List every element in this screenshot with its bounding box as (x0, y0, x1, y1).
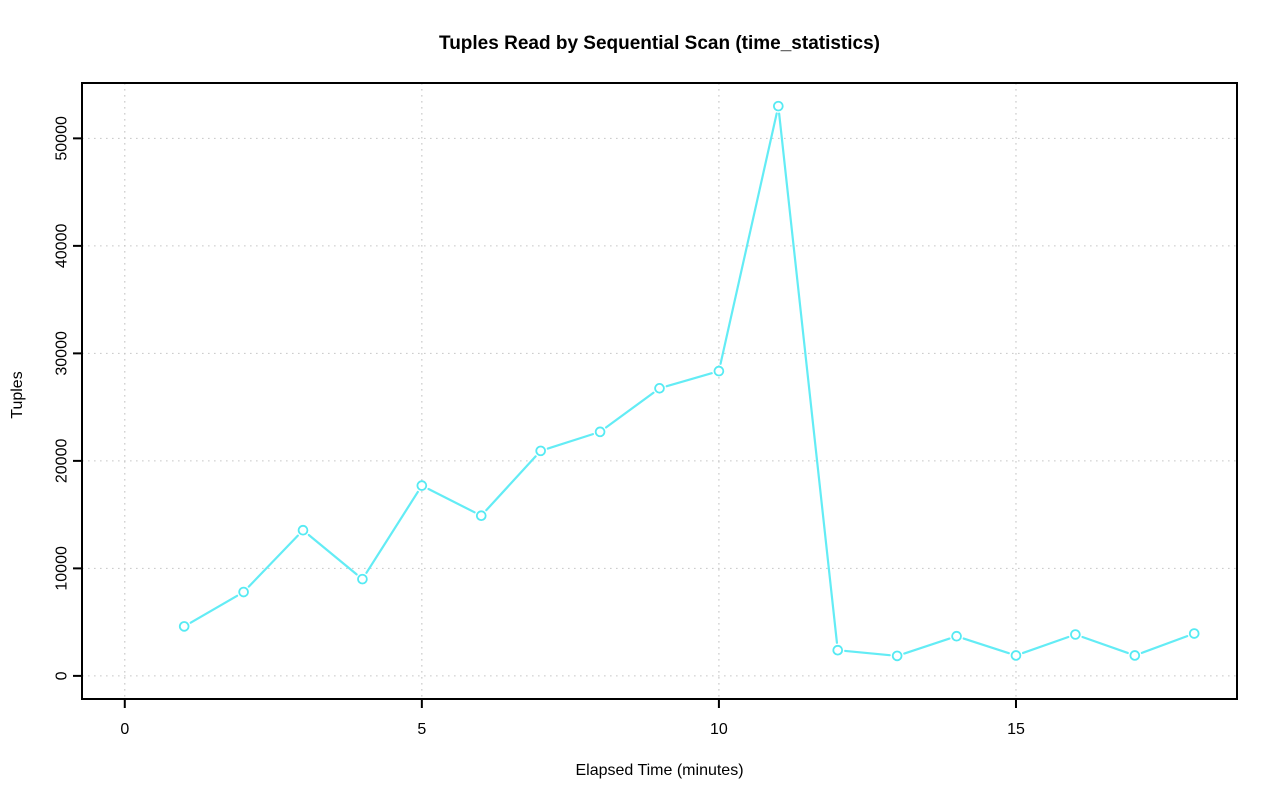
data-line-segment (962, 637, 1010, 655)
data-point (178, 621, 190, 632)
data-line-segment (307, 533, 358, 576)
data-point (1129, 650, 1141, 661)
data-point (594, 426, 606, 438)
data-line-segment (665, 372, 713, 388)
data-point (297, 524, 309, 536)
data-point (357, 573, 368, 585)
data-point (1010, 650, 1022, 661)
chart-title: Tuples Read by Sequential Scan (time_sta… (439, 33, 880, 54)
data-line-segment (605, 391, 655, 429)
data-point (832, 644, 844, 656)
x-tick-label: 15 (1007, 721, 1025, 738)
data-line-segment (719, 112, 778, 365)
y-axis-label: Tuples (9, 371, 26, 419)
plot-border (81, 82, 1238, 700)
data-point (416, 480, 428, 491)
data-point (475, 510, 487, 522)
x-tick-label: 0 (120, 721, 129, 738)
data-line-segment (1021, 635, 1070, 655)
data-line-segment (1081, 635, 1129, 655)
data-line-segment (365, 490, 419, 574)
y-tick-label: 20000 (54, 439, 71, 484)
data-line-segment (903, 637, 951, 655)
data-point (1188, 628, 1200, 639)
y-tick-label: 10000 (54, 546, 71, 591)
data-point (773, 100, 784, 112)
data-point (713, 365, 725, 377)
y-tick-label: 0 (54, 671, 71, 680)
x-tick-label: 5 (417, 721, 426, 738)
data-line-segment (189, 594, 239, 624)
data-point (1070, 629, 1081, 640)
data-line-segment (485, 455, 537, 512)
data-line-segment (427, 487, 476, 514)
data-line-segment (546, 433, 595, 450)
data-point (238, 586, 249, 598)
data-line-segment (778, 112, 839, 644)
data-point (891, 650, 903, 662)
data-point (951, 630, 962, 642)
data-point (654, 383, 665, 394)
data-point (535, 445, 546, 457)
x-axis-label: Elapsed Time (minutes) (575, 762, 744, 779)
data-line-segment (844, 649, 891, 657)
x-tick-label: 10 (710, 721, 728, 738)
data-line-segment (247, 534, 299, 588)
y-tick-label: 50000 (54, 116, 71, 161)
y-tick-label: 30000 (54, 331, 71, 376)
data-line-segment (1140, 635, 1189, 654)
y-tick-label: 40000 (54, 224, 71, 269)
